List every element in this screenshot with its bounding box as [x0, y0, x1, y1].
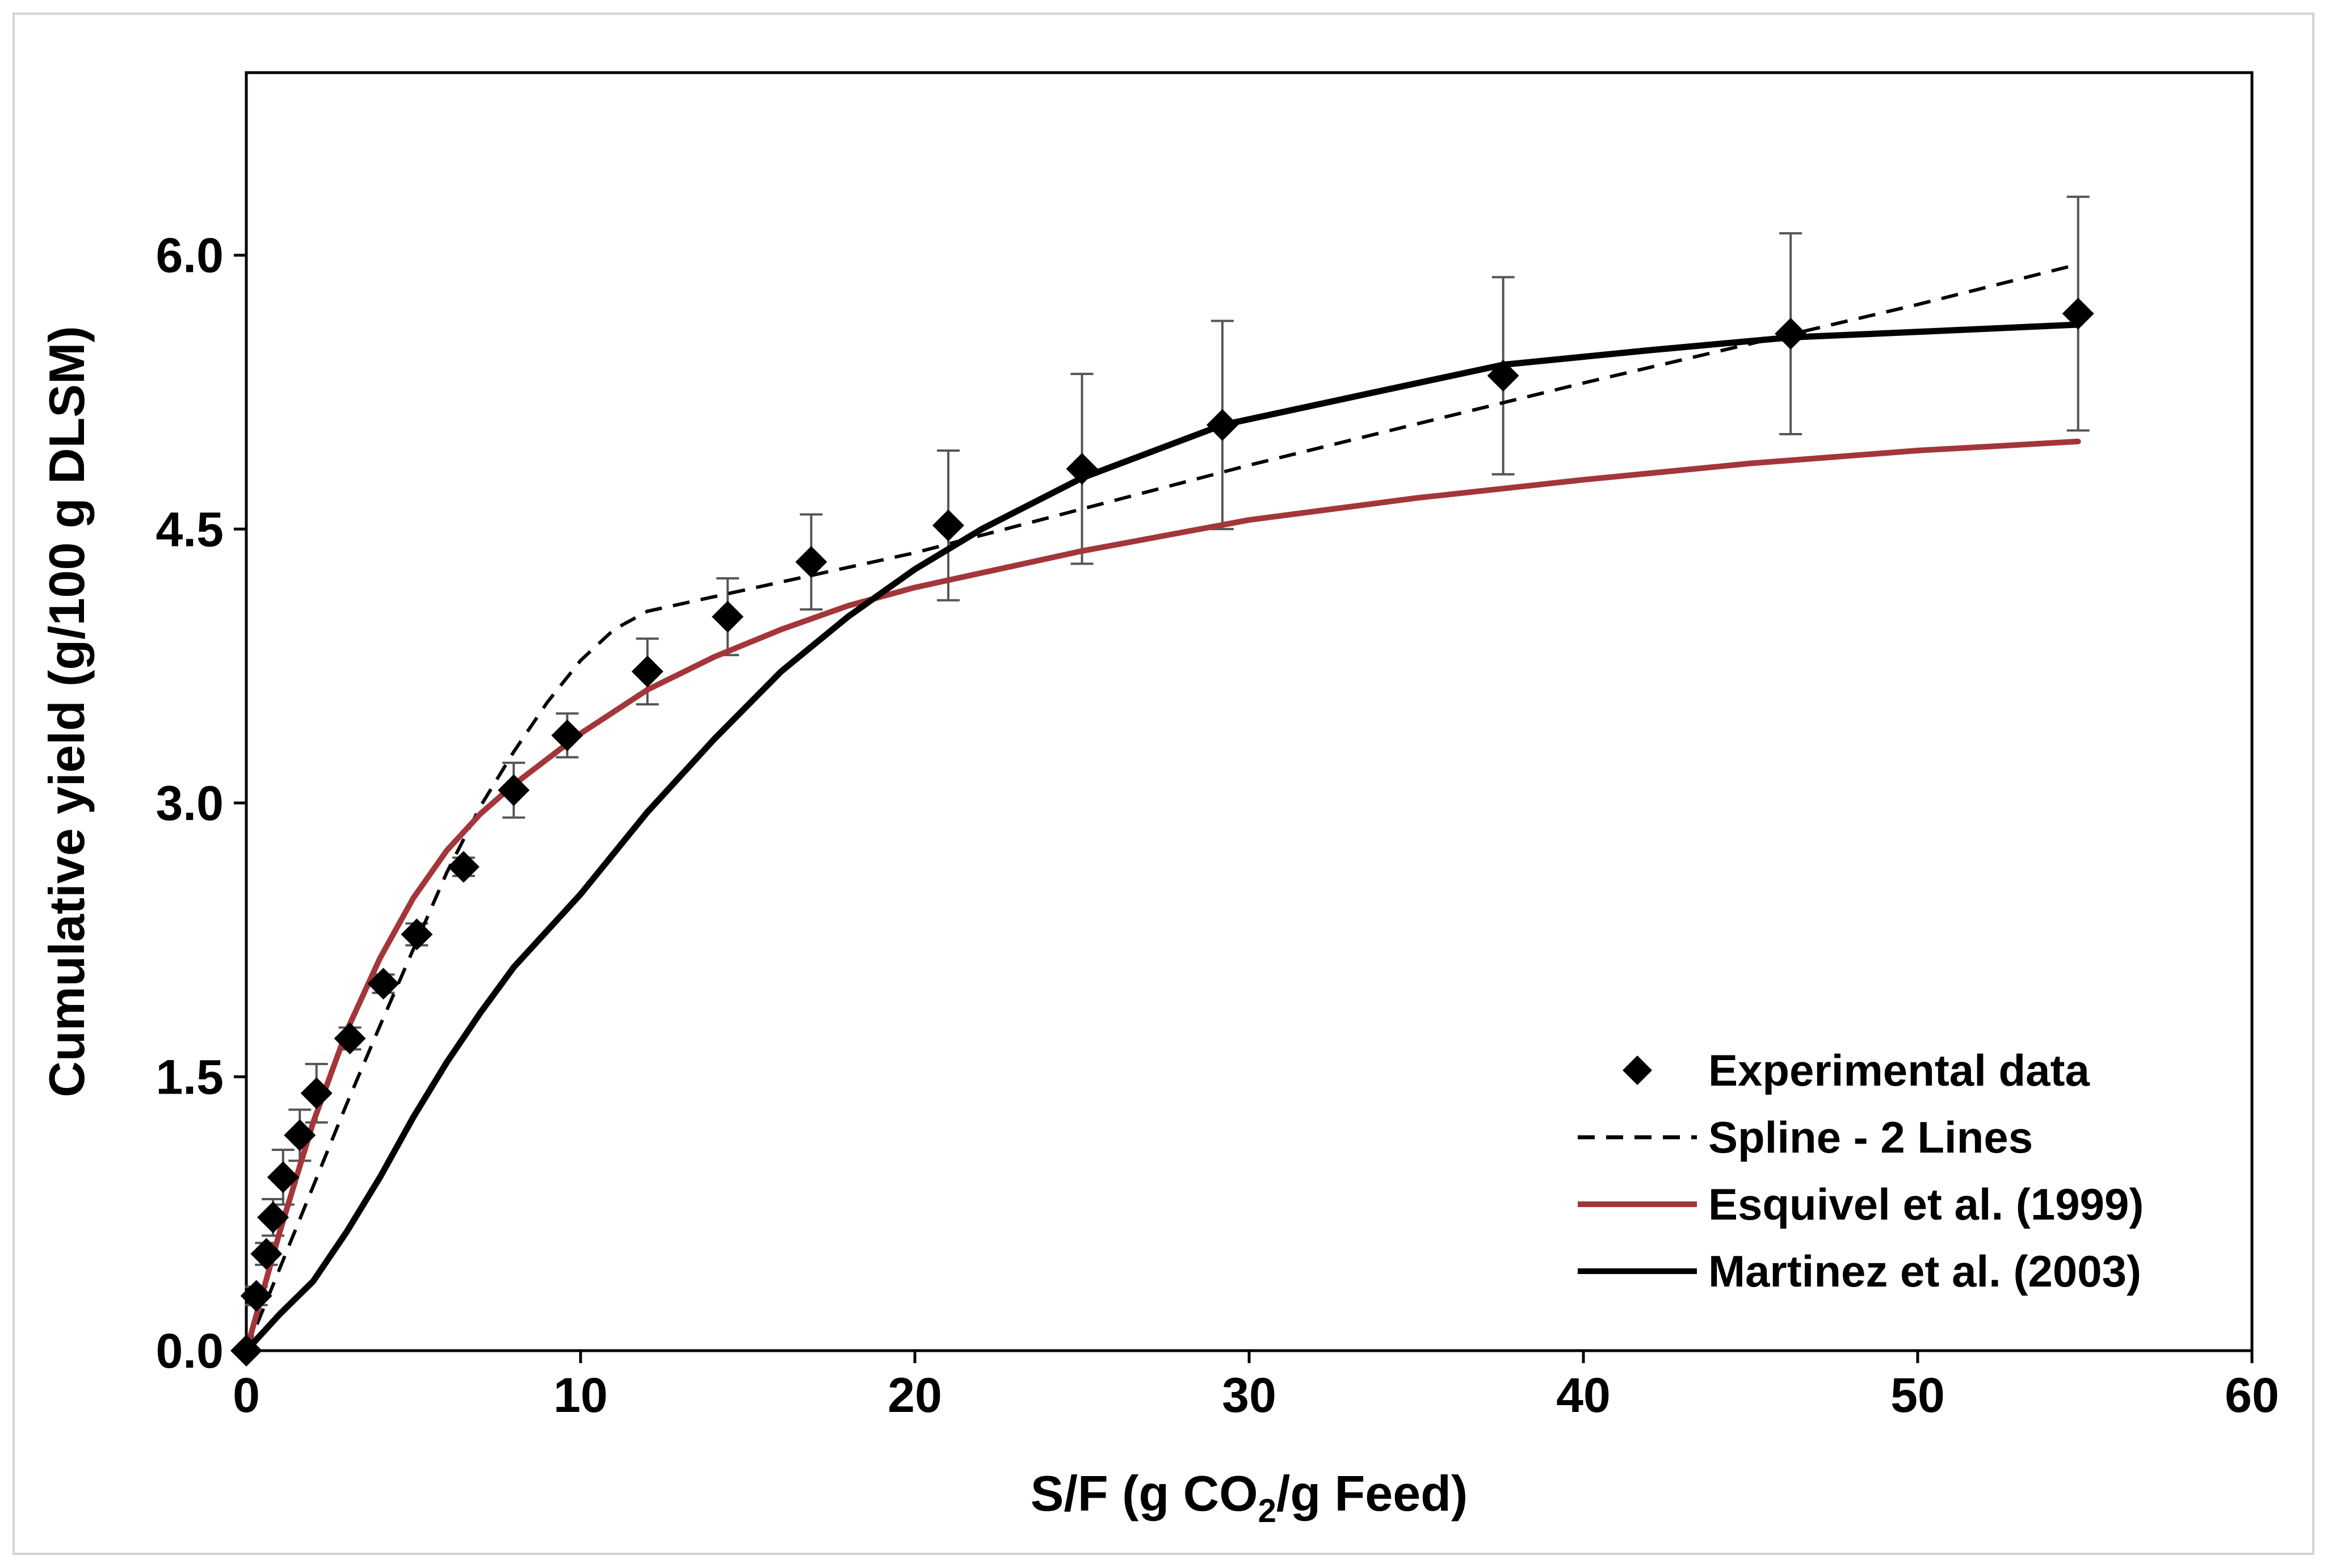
data-point	[284, 1119, 316, 1151]
x-tick-label: 60	[2225, 1368, 2279, 1423]
legend-label: Martinez et al. (2003)	[1708, 1246, 2141, 1296]
data-point	[1775, 318, 1807, 350]
x-tick-label: 50	[1890, 1368, 1945, 1423]
x-axis-label-rest: /g Feed)	[1276, 1465, 1468, 1521]
x-tick-label: 10	[553, 1368, 608, 1423]
data-point	[712, 600, 744, 633]
series-line-esquivel-et-al-1999	[243, 438, 2081, 1353]
y-axis: 0.0 1.5 3.0 4.5 6.0	[156, 229, 246, 1378]
chart-frame	[12, 12, 2314, 1555]
y-tick-label: 6.0	[156, 229, 224, 283]
data-point	[795, 546, 827, 578]
y-tick-label: 1.5	[156, 1050, 224, 1104]
data-point	[932, 509, 964, 541]
data-point	[631, 655, 663, 688]
legend-item-experimental-data: Experimental data	[1623, 1045, 2090, 1095]
data-point	[240, 1280, 272, 1312]
legend-item-spline-2-lines: Spline - 2 Lines	[1578, 1112, 2033, 1162]
x-tick-label: 40	[1556, 1368, 1611, 1423]
series-line-spline-2-lines	[245, 262, 2079, 1352]
x-axis: 0 10 20 30 40 50 60	[233, 1351, 2279, 1423]
data-point	[257, 1201, 289, 1234]
series-line-martinez-et-al-2003	[243, 321, 2082, 1354]
data-point	[230, 1335, 262, 1367]
series-layer	[243, 195, 2090, 1354]
legend-label: Experimental data	[1708, 1045, 2090, 1095]
legend-item-esquivel-et-al-1999: Esquivel et al. (1999)	[1578, 1179, 2144, 1229]
markers-layer	[230, 297, 2094, 1367]
x-tick-label: 20	[888, 1368, 942, 1423]
data-point	[1066, 453, 1098, 485]
data-point	[2062, 297, 2094, 330]
x-tick-label: 0	[233, 1368, 260, 1423]
y-tick-label: 4.5	[156, 502, 224, 557]
data-point	[401, 918, 433, 951]
data-point	[498, 774, 530, 806]
data-point	[447, 851, 480, 883]
data-point	[1206, 409, 1238, 441]
x-tick-label: 30	[1222, 1368, 1276, 1423]
y-tick-label: 3.0	[156, 776, 224, 831]
data-point	[334, 1022, 366, 1054]
data-point	[551, 719, 583, 751]
legend: Experimental data Spline - 2 Lines Esquive…	[1578, 1045, 2144, 1296]
x-axis-label-main: S/F (g CO	[1031, 1465, 1258, 1521]
legend-label: Esquivel et al. (1999)	[1708, 1179, 2144, 1229]
legend-marker	[1623, 1056, 1652, 1085]
y-axis-label: Cumulative yield (g/100 g DLSM)	[39, 326, 95, 1097]
data-point	[1487, 360, 1519, 392]
data-point	[267, 1161, 299, 1193]
legend-label: Spline - 2 Lines	[1708, 1112, 2033, 1162]
y-tick-label: 0.0	[156, 1324, 224, 1378]
data-point	[300, 1077, 333, 1109]
data-point	[367, 968, 400, 1000]
legend-item-martinez-et-al-2003: Martinez et al. (2003)	[1578, 1246, 2141, 1296]
data-point	[250, 1238, 283, 1270]
x-axis-label: S/F (g CO2/g Feed)	[1031, 1465, 1468, 1529]
x-axis-label-sub: 2	[1258, 1493, 1276, 1529]
